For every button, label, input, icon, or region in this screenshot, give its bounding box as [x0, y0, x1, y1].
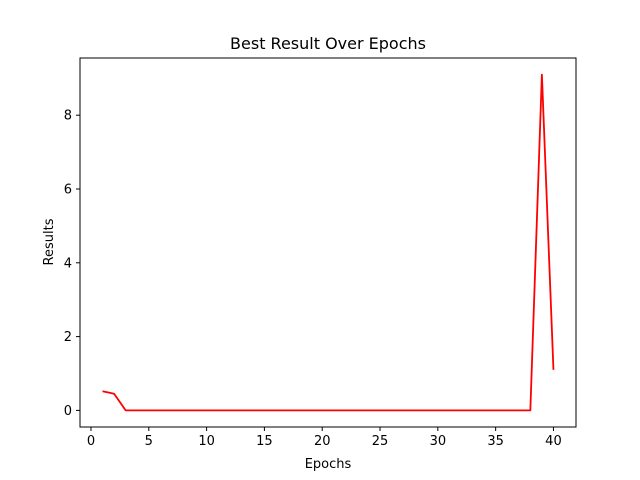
y-tick-label: 0	[64, 404, 72, 419]
x-axis-label: Epochs	[305, 457, 352, 472]
x-tick-label: 5	[145, 434, 153, 449]
plot-area: 0 5 10 15 20 25 30 35 40 0 2 4 6 8	[64, 57, 577, 449]
x-tick-label: 0	[87, 434, 95, 449]
x-axis-ticks: 0 5 10 15 20 25 30 35 40	[87, 427, 562, 449]
series-line	[102, 73, 555, 412]
y-tick-label: 4	[64, 256, 72, 271]
chart-title: Best Result Over Epochs	[230, 34, 426, 53]
x-tick-label: 15	[256, 434, 273, 449]
y-axis-ticks: 0 2 4 6 8	[64, 109, 80, 419]
x-tick-label: 30	[430, 434, 447, 449]
series-layer	[102, 73, 555, 412]
y-axis-label: Results	[42, 218, 57, 265]
x-tick-label: 20	[314, 434, 331, 449]
x-tick-label: 10	[198, 434, 215, 449]
x-tick-label: 40	[545, 434, 562, 449]
x-tick-label: 35	[487, 434, 504, 449]
y-tick-label: 6	[64, 182, 72, 197]
y-tick-label: 8	[64, 109, 72, 124]
plot-frame	[79, 57, 577, 428]
y-tick-label: 2	[64, 330, 72, 345]
x-tick-label: 25	[372, 434, 389, 449]
